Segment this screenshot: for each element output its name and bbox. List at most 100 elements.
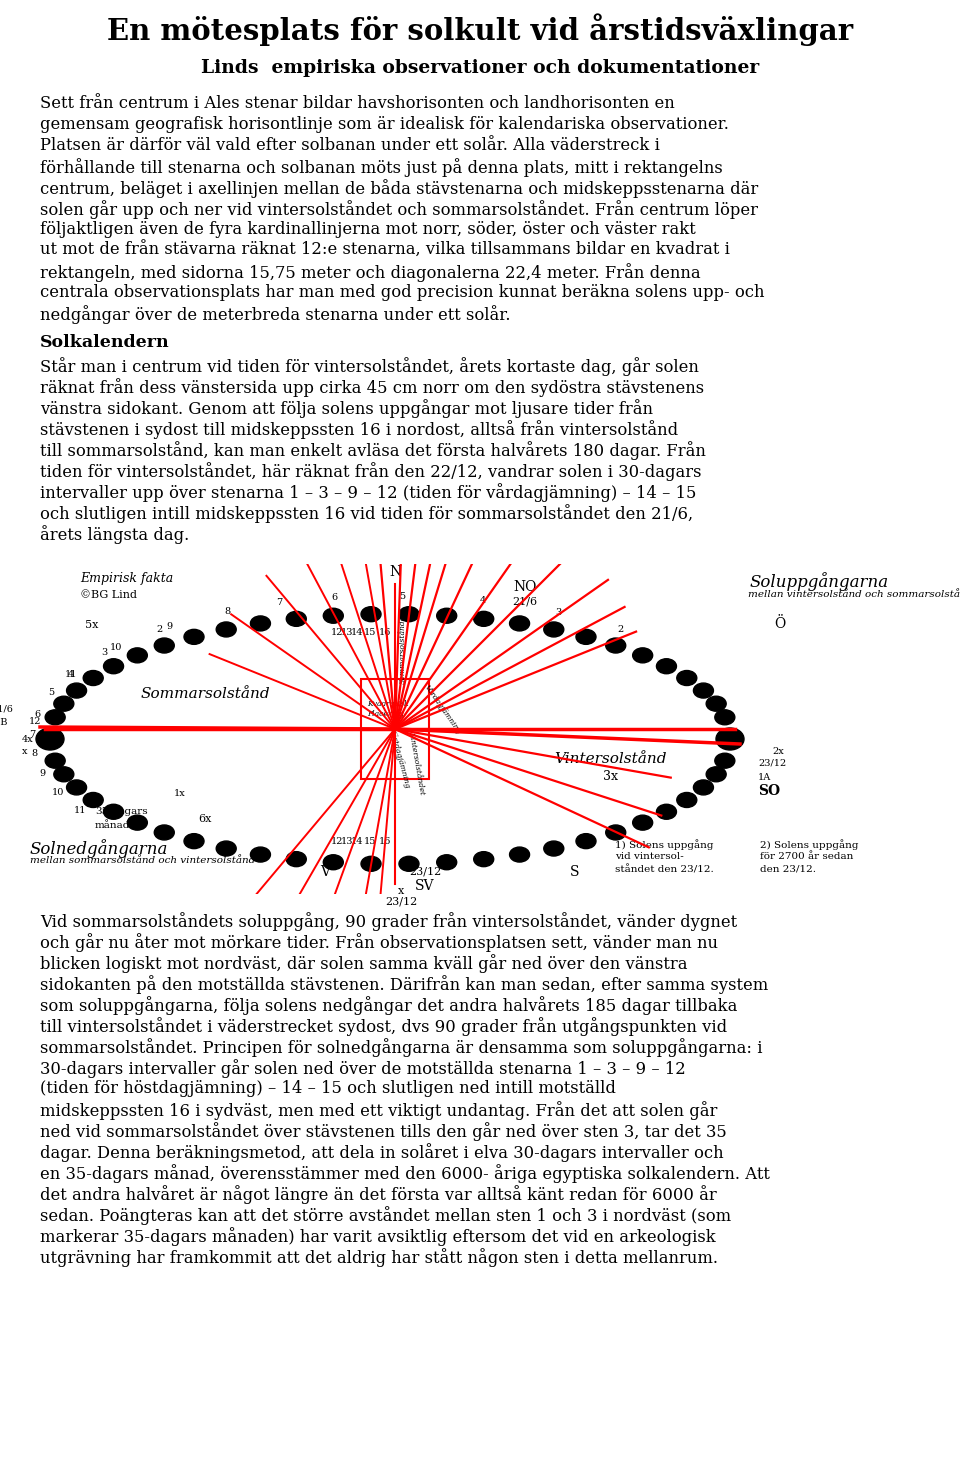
Text: Soluppgångarna: Soluppgångarna [750, 573, 889, 592]
Text: 10: 10 [109, 643, 122, 652]
Text: ut mot de från stävarna räknat 12:e stenarna, vilka tillsammans bildar en kvadra: ut mot de från stävarna räknat 12:e sten… [40, 242, 730, 258]
Ellipse shape [36, 728, 64, 750]
Text: till sommarsolstånd, kan man enkelt avläsa det första halvårets 180 dagar. Från: till sommarsolstånd, kan man enkelt avlä… [40, 440, 706, 459]
Text: 6: 6 [331, 593, 337, 602]
Text: 2: 2 [156, 625, 163, 634]
Text: 30-dagars intervaller går solen ned över de motställda stenarna 1 – 3 – 9 – 12: 30-dagars intervaller går solen ned över… [40, 1058, 685, 1078]
Ellipse shape [84, 793, 104, 807]
Ellipse shape [66, 780, 86, 796]
Text: 8: 8 [225, 608, 230, 617]
Text: Sommarsolståndet: Sommarsolståndet [399, 612, 407, 684]
Ellipse shape [324, 854, 344, 869]
Ellipse shape [45, 711, 65, 725]
Ellipse shape [184, 630, 204, 644]
Text: 8: 8 [31, 750, 37, 759]
Ellipse shape [633, 815, 653, 829]
Text: 16: 16 [379, 837, 391, 846]
Text: 7: 7 [276, 599, 282, 608]
Text: gemensam geografisk horisontlinje som är idealisk för kalendariska observationer: gemensam geografisk horisontlinje som är… [40, 116, 729, 134]
Ellipse shape [54, 696, 74, 711]
Bar [361, 680, 429, 780]
Text: 1B: 1B [0, 718, 9, 727]
Ellipse shape [54, 766, 74, 782]
Text: (tiden för höstdagjämning) – 14 – 15 och slutligen ned intill motställd: (tiden för höstdagjämning) – 14 – 15 och… [40, 1080, 616, 1097]
Ellipse shape [473, 611, 493, 627]
Text: 23/12: 23/12 [409, 868, 442, 876]
Text: 12: 12 [331, 837, 344, 846]
Text: 9: 9 [166, 622, 173, 631]
Text: det andra halvåret är något längre än det första var alltså känt redan för 6000 : det andra halvåret är något längre än de… [40, 1185, 717, 1204]
Text: Vintersolstånd: Vintersolstånd [554, 752, 666, 766]
Text: Solkalendern: Solkalendern [40, 335, 170, 351]
Text: Vårdagjämning: Vårdagjämning [423, 683, 464, 735]
Text: S: S [570, 865, 580, 879]
Text: som soluppgångarna, följa solens nedgångar det andra halvårets 185 dagar tillbak: som soluppgångarna, följa solens nedgång… [40, 995, 737, 1014]
Text: en 35-dagars månad, överensstämmer med den 6000- åriga egyptiska solkalendern. A: en 35-dagars månad, överensstämmer med d… [40, 1164, 770, 1183]
Text: tiden för vintersolståndet, här räknat från den 22/12, vandrar solen i 30-dagars: tiden för vintersolståndet, här räknat f… [40, 462, 702, 482]
Text: Står man i centrum vid tiden för vintersolståndet, årets kortaste dag, går solen: Står man i centrum vid tiden för vinters… [40, 357, 699, 376]
Ellipse shape [606, 825, 626, 840]
Text: 5: 5 [48, 688, 55, 697]
Text: Linds  empiriska observationer och dokumentationer: Linds empiriska observationer och dokume… [201, 59, 759, 76]
Text: vid vintersol-: vid vintersol- [615, 851, 684, 862]
Text: centrum, beläget i axellinjen mellan de båda stävstenarna och midskeppsstenarna : centrum, beläget i axellinjen mellan de … [40, 179, 758, 198]
Text: 12: 12 [29, 716, 41, 727]
Text: 2: 2 [617, 625, 623, 634]
Text: dagar. Denna beräkningsmetod, att dela in solåret i elva 30-dagars intervaller o: dagar. Denna beräkningsmetod, att dela i… [40, 1144, 724, 1161]
Ellipse shape [437, 608, 457, 624]
Text: 3x: 3x [603, 771, 617, 784]
Ellipse shape [128, 647, 147, 664]
Text: 3: 3 [101, 649, 108, 658]
Text: 4x: 4x [22, 734, 34, 743]
Ellipse shape [104, 659, 124, 674]
Text: mellan vintersolstånd och sommarsolstånd: mellan vintersolstånd och sommarsolstånd [748, 590, 960, 599]
Ellipse shape [251, 617, 271, 631]
Ellipse shape [543, 622, 564, 637]
Text: 4: 4 [68, 669, 74, 678]
Text: x: x [397, 887, 404, 895]
Text: 14: 14 [350, 837, 363, 846]
Text: 15: 15 [364, 837, 376, 846]
Text: SO: SO [758, 784, 780, 799]
Text: 15: 15 [364, 628, 376, 637]
Ellipse shape [576, 630, 596, 644]
Ellipse shape [216, 622, 236, 637]
Text: 1x: 1x [174, 790, 186, 799]
Text: N: N [389, 565, 401, 578]
Ellipse shape [324, 608, 344, 624]
Ellipse shape [510, 847, 530, 862]
Text: blicken logiskt mot nordväst, där solen samma kväll går ned över den vänstra: blicken logiskt mot nordväst, där solen … [40, 954, 687, 973]
Text: Ö: Ö [775, 617, 785, 631]
Text: Vid sommarsolståndets soluppgång, 90 grader från vintersolståndet, vänder dygnet: Vid sommarsolståndets soluppgång, 90 gra… [40, 912, 737, 931]
Text: NO: NO [514, 580, 537, 595]
Text: följaktligen även de fyra kardinallinjerna mot norr, söder, öster och väster rak: följaktligen även de fyra kardinallinjer… [40, 222, 696, 238]
Ellipse shape [606, 639, 626, 653]
Text: månaden: månaden [95, 821, 143, 829]
Text: 21/6: 21/6 [0, 705, 12, 713]
Ellipse shape [399, 856, 419, 872]
Text: utgrävning har framkommit att det aldrig har stått någon sten i detta mellanrum.: utgrävning har framkommit att det aldrig… [40, 1248, 718, 1267]
Text: 3: 3 [555, 608, 562, 617]
Text: ned vid sommarsolståndet över stävstenen tills den går ned över sten 3, tar det : ned vid sommarsolståndet över stävstenen… [40, 1122, 727, 1141]
Text: x: x [22, 747, 28, 756]
Ellipse shape [361, 606, 381, 621]
Ellipse shape [155, 639, 175, 653]
Ellipse shape [155, 825, 175, 840]
Text: 11: 11 [64, 669, 77, 678]
Text: Vintersolståndet: Vintersolståndet [407, 733, 426, 796]
Text: nedgångar över de meterbreda stenarna under ett solår.: nedgångar över de meterbreda stenarna un… [40, 305, 511, 324]
Ellipse shape [437, 854, 457, 869]
Ellipse shape [576, 834, 596, 849]
Text: En mötesplats för solkult vid årstidsväxlingar: En mötesplats för solkult vid årstidsväx… [107, 13, 853, 46]
Ellipse shape [693, 683, 713, 699]
Text: 21/6: 21/6 [513, 596, 538, 606]
Text: intervaller upp över stenarna 1 – 3 – 9 – 12 (tiden för vårdagjämning) – 14 – 15: intervaller upp över stenarna 1 – 3 – 9 … [40, 483, 696, 502]
Ellipse shape [104, 804, 124, 819]
Ellipse shape [361, 856, 381, 872]
Ellipse shape [657, 659, 677, 674]
Ellipse shape [473, 851, 493, 866]
Text: 23/12: 23/12 [385, 895, 418, 906]
Text: 6: 6 [35, 709, 40, 719]
Ellipse shape [677, 793, 697, 807]
Text: årets längsta dag.: årets längsta dag. [40, 526, 189, 545]
